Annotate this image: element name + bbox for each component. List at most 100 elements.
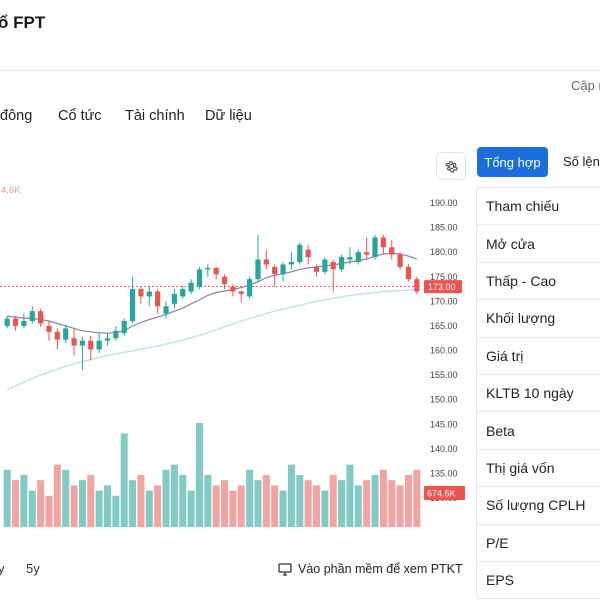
candle — [121, 318, 127, 336]
candle — [238, 290, 244, 303]
volume-bar — [195, 423, 203, 527]
candle — [313, 264, 320, 277]
page-title: ổ FPT — [0, 13, 46, 32]
candle — [364, 237, 370, 260]
volume-bar — [229, 490, 237, 527]
stats-panel: Tham chiếu Mở cửa Thấp - Cao Khối lượng … — [476, 187, 600, 600]
stat-volume-label: Khối lượng — [477, 300, 600, 338]
candle — [180, 285, 186, 299]
volume-bar — [312, 485, 321, 527]
candle — [213, 266, 219, 280]
range-y-button[interactable]: y — [0, 561, 5, 576]
y-tick-label: 150.00 — [430, 395, 458, 405]
candle — [247, 276, 253, 299]
candlestick-chart: 4,6K 190.00 185.00 180.00 175.00 170.00 165.0… — [0, 185, 465, 542]
candle — [372, 234, 378, 260]
candle — [205, 264, 211, 277]
candle — [188, 279, 194, 294]
y-tick-label: 160.00 — [430, 346, 458, 356]
candle — [338, 254, 345, 272]
tab-financials[interactable]: Tài chính — [125, 108, 185, 124]
candle — [230, 284, 236, 297]
candle — [389, 239, 395, 260]
y-tick-label: 155.00 — [430, 370, 458, 380]
candle — [113, 325, 119, 341]
candle — [280, 262, 286, 282]
volume-bar — [95, 490, 103, 527]
volume-bar — [237, 485, 245, 527]
volume-bar — [162, 469, 170, 527]
ptkt-link-label: Vào phần mềm để xem PTKT — [298, 562, 463, 576]
candle — [46, 321, 52, 341]
current-volume-tag-label: 674.6K — [427, 489, 456, 499]
tab-data[interactable]: Dữ liệu — [205, 108, 252, 124]
tab-dividends[interactable]: Cổ tức — [58, 108, 102, 124]
candle — [79, 336, 86, 371]
monitor-icon — [278, 562, 292, 576]
candle — [347, 247, 353, 265]
y-tick-label: 165.00 — [430, 321, 458, 331]
volume-bar — [204, 475, 212, 527]
candle — [54, 328, 60, 350]
y-tick-label: 135.00 — [430, 468, 458, 478]
candle — [71, 328, 77, 356]
volume-bar — [137, 475, 145, 527]
candle — [104, 333, 111, 346]
tab-orders-button[interactable]: Số lệnh — [563, 154, 600, 169]
volume-bar — [271, 485, 279, 527]
y-tick-label: 170.00 — [430, 296, 458, 306]
y-tick-label: 140.00 — [430, 444, 458, 454]
candle — [29, 306, 35, 324]
ma-long-line — [6, 288, 417, 391]
candle — [12, 316, 19, 331]
stat-beta-label: Beta — [477, 412, 600, 450]
range-5y-button[interactable]: 5y — [26, 561, 40, 576]
volume-bar — [363, 480, 371, 527]
volume-bar — [170, 464, 178, 527]
candle — [21, 313, 27, 329]
volume-bar — [396, 485, 404, 527]
volume-bar — [120, 433, 128, 527]
tab-shareholders[interactable]: đông — [0, 108, 33, 124]
volume-bar — [254, 480, 262, 527]
volume-bar — [129, 480, 137, 527]
volume-bar — [103, 485, 112, 527]
stat-low-high-label: Thấp - Cao — [477, 263, 600, 301]
volume-bar — [413, 469, 421, 527]
candle — [263, 249, 269, 270]
y-tick-label: 190.00 — [430, 198, 458, 208]
candle — [255, 234, 261, 282]
volume-bar — [354, 485, 362, 527]
candle — [38, 308, 44, 327]
price-chart[interactable]: 4,6K 190.00 185.00 180.00 175.00 170.00 165.0… — [0, 152, 470, 542]
candle — [4, 316, 10, 329]
candle — [272, 264, 278, 287]
chart-settings-button[interactable] — [436, 152, 466, 180]
y-tick-label: 185.00 — [430, 223, 458, 233]
volume-ma-label: 4,6K — [1, 185, 21, 196]
candle — [129, 276, 136, 324]
candle — [322, 257, 328, 275]
candle — [63, 324, 69, 344]
ptkt-link[interactable]: Vào phần mềm để xem PTKT — [278, 562, 463, 576]
volume-bar — [53, 464, 61, 527]
candle — [330, 259, 336, 292]
header-divider — [0, 70, 600, 71]
volume-bar — [246, 469, 254, 527]
volume-bar — [70, 485, 78, 527]
candle — [146, 285, 152, 307]
volume-bar — [179, 475, 187, 527]
current-price-tag — [424, 280, 462, 294]
candle — [297, 242, 303, 265]
tab-overview-button[interactable]: Tổng hợp — [477, 147, 548, 177]
volume-bar — [112, 495, 120, 527]
volume-bar — [221, 480, 229, 527]
y-tick-label: 175.00 — [430, 272, 458, 282]
volume-bar — [20, 475, 28, 527]
candle — [305, 244, 311, 265]
volume-bar — [262, 475, 270, 527]
update-time-text: Cập n — [571, 78, 600, 93]
candle — [397, 252, 403, 270]
candle — [96, 333, 102, 353]
stat-pe-label: P/E — [477, 525, 600, 562]
